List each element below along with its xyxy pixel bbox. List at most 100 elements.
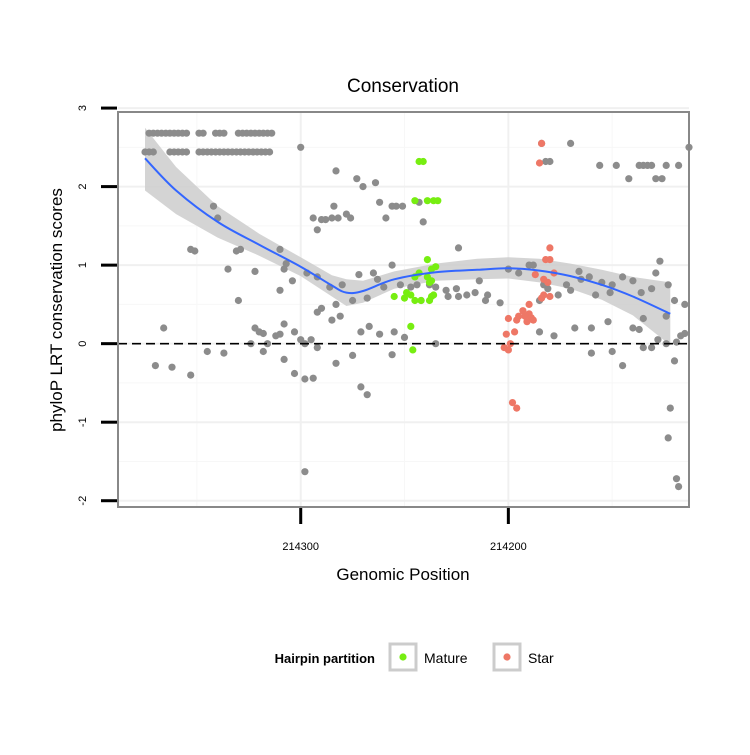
x-tick-label: 214200 (490, 541, 527, 553)
data-point-star (535, 159, 544, 167)
y-tick-label: -2 (77, 496, 89, 506)
data-point-other (407, 283, 415, 291)
data-point-other (297, 143, 305, 151)
legend-label-star: Star (528, 650, 554, 666)
data-point-other (388, 351, 396, 359)
data-point-other (373, 275, 382, 283)
data-point-other (151, 362, 159, 370)
data-point-other (290, 369, 299, 378)
data-point-other (585, 273, 593, 281)
data-point-other (276, 286, 284, 294)
data-point-other (390, 328, 398, 336)
y-tick-label: -1 (77, 417, 89, 427)
data-point-mature (407, 291, 415, 299)
data-point-other (334, 214, 342, 222)
data-point-other (666, 404, 674, 412)
data-point-other (670, 357, 679, 365)
data-point-other (567, 286, 575, 294)
data-point-star (504, 314, 512, 323)
data-point-other (332, 167, 340, 175)
data-point-other (444, 292, 452, 301)
y-tick-label: 2 (77, 184, 89, 190)
data-point-other (199, 129, 207, 137)
data-point-other (322, 216, 330, 224)
data-point-other (454, 292, 463, 301)
x-tick-label: 214300 (282, 541, 319, 553)
data-point-other (363, 391, 371, 399)
panel-border (117, 111, 690, 508)
data-point-star (521, 312, 529, 320)
data-point-other (612, 161, 620, 169)
data-point-other (629, 324, 637, 332)
data-point-other (347, 214, 355, 222)
data-point-other (309, 214, 317, 222)
data-point-other (652, 175, 660, 183)
data-point-other (675, 483, 683, 491)
data-point-other (357, 328, 365, 336)
data-point-other (336, 312, 344, 320)
data-point-other (288, 277, 296, 285)
data-point-other (224, 265, 232, 273)
data-point-other (675, 161, 683, 169)
data-point-star (525, 300, 533, 308)
legend-marker-star (503, 653, 511, 661)
data-point-other (380, 283, 388, 291)
data-point-other (481, 296, 490, 305)
data-point-other (619, 273, 627, 281)
data-point-other (191, 247, 199, 255)
data-point-other (546, 157, 554, 166)
data-point-other (625, 175, 633, 183)
panel-background (118, 112, 689, 507)
data-point-other (529, 261, 537, 269)
data-point-other (672, 338, 681, 346)
data-point-other (413, 281, 421, 289)
data-point-other (544, 285, 552, 293)
data-point-star (519, 307, 527, 315)
data-point-other (263, 340, 272, 348)
data-point-other (554, 291, 562, 299)
legend: Hairpin partition Mature Star (275, 642, 554, 672)
chart-title: Conservation (347, 76, 459, 97)
data-point-other (681, 300, 689, 308)
data-point-mature (390, 292, 398, 301)
data-point-other (639, 314, 647, 323)
data-point-other (567, 139, 575, 147)
data-point-other (658, 175, 666, 183)
data-point-other (664, 281, 672, 289)
data-point-other (619, 362, 627, 370)
data-point-other (629, 277, 637, 285)
data-point-other (363, 294, 371, 302)
data-point-other (596, 161, 604, 169)
data-point-other (365, 322, 373, 330)
data-point-other (259, 347, 267, 356)
data-point-other (608, 281, 616, 289)
data-point-other (355, 271, 363, 279)
data-point-other (234, 296, 242, 305)
data-point-mature (400, 294, 409, 302)
data-point-other (587, 349, 596, 357)
data-point-other (672, 475, 681, 483)
data-point-other (251, 267, 259, 275)
data-point-mature (423, 197, 431, 205)
data-point-other (313, 226, 321, 234)
data-point-star (513, 316, 521, 324)
data-point-mature (432, 263, 440, 271)
data-point-other (442, 286, 450, 294)
data-point-other (419, 218, 427, 226)
data-point-other (309, 374, 317, 382)
data-point-other (307, 336, 315, 344)
data-point-other (276, 245, 284, 253)
data-point-other (664, 434, 672, 442)
data-point-other (432, 283, 440, 291)
data-point-other (662, 312, 670, 320)
data-point-other (357, 383, 365, 391)
data-point-other (187, 371, 195, 379)
data-point-other (168, 363, 176, 371)
data-point-other (452, 285, 460, 293)
data-point-star (502, 330, 510, 338)
data-point-other (376, 198, 384, 206)
data-point-other (635, 325, 643, 334)
data-point-star (538, 139, 546, 147)
confidence-ribbon (145, 127, 671, 346)
